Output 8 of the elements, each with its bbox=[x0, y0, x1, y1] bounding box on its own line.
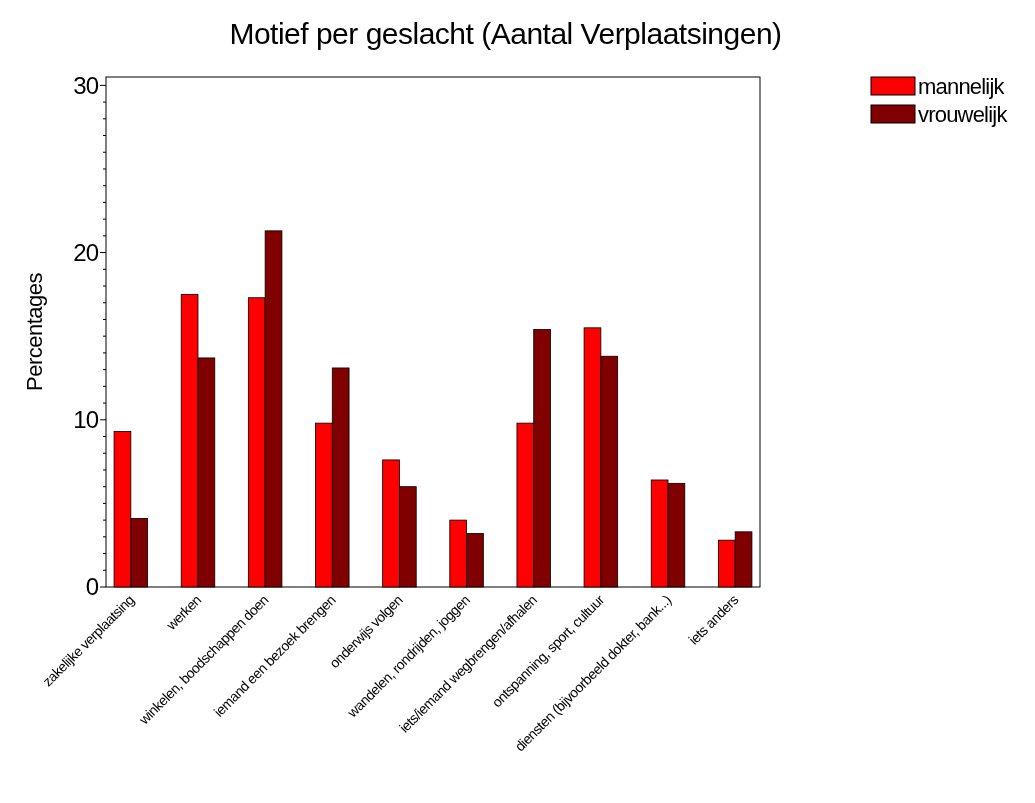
chart-title: Motief per geslacht (Aantal Verplaatsingen) bbox=[229, 17, 782, 50]
legend-label: mannelijk bbox=[918, 73, 1006, 99]
y-tick-label: 20 bbox=[73, 238, 99, 266]
y-tick-label: 30 bbox=[73, 71, 99, 99]
y-tick-label: 10 bbox=[73, 406, 99, 434]
y-axis-title: Percentages bbox=[22, 272, 47, 392]
y-tick-label: 0 bbox=[85, 573, 99, 601]
legend-label: vrouwelijk bbox=[918, 101, 1009, 127]
